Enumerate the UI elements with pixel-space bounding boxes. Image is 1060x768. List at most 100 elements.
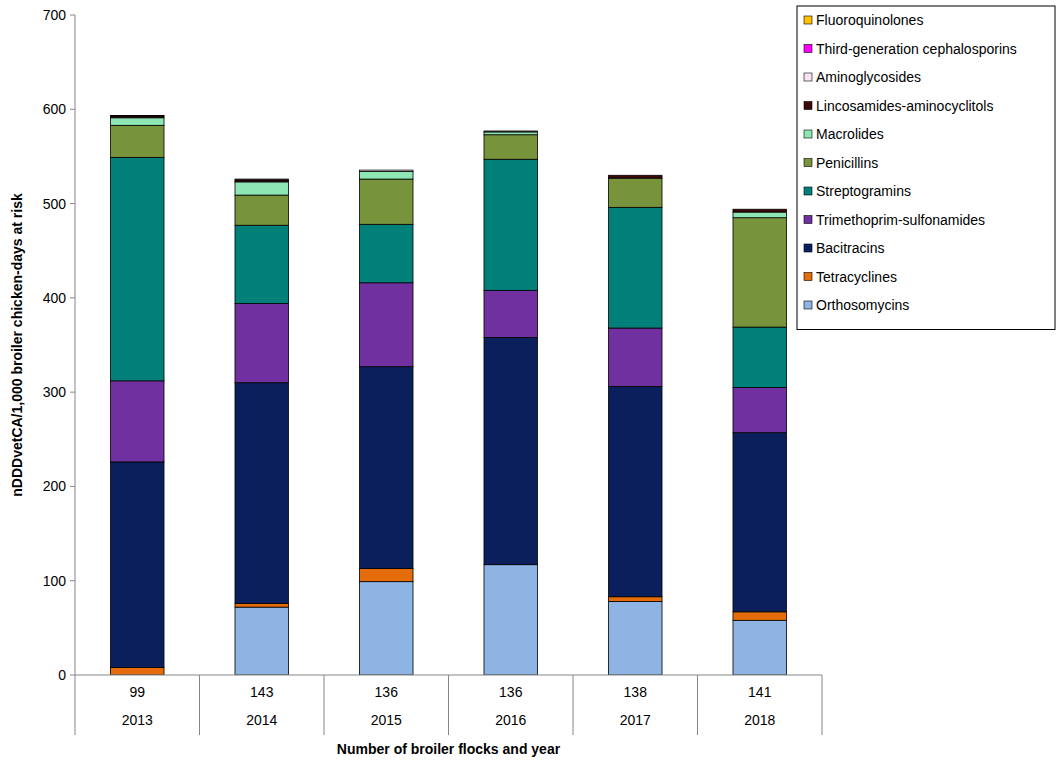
bar-segment xyxy=(733,620,787,675)
bar-segment xyxy=(359,582,413,675)
bar-segment xyxy=(110,115,164,116)
bar-segment xyxy=(733,209,787,212)
bar-segment xyxy=(110,667,164,675)
bar-segment xyxy=(733,387,787,432)
bar-segment xyxy=(235,304,289,383)
bar-segment xyxy=(484,337,538,564)
flock-count: 136 xyxy=(499,684,523,700)
y-tick xyxy=(70,580,75,581)
bar-segment xyxy=(608,175,662,178)
bar-segment xyxy=(110,157,164,380)
bar-segment xyxy=(235,179,289,181)
bar-segment xyxy=(484,130,538,131)
bar-segment xyxy=(359,170,413,171)
y-tick-label: 300 xyxy=(43,384,67,400)
bar-segment xyxy=(484,130,538,132)
bar-segment xyxy=(608,175,662,176)
category-divider xyxy=(448,675,449,735)
category-divider xyxy=(697,675,698,735)
bar-segment xyxy=(608,207,662,328)
bar-segment xyxy=(733,327,787,387)
category-divider xyxy=(199,675,200,735)
bar-segment xyxy=(235,179,289,180)
flock-count: 99 xyxy=(129,684,145,700)
legend-swatch xyxy=(804,16,812,24)
bar-segment xyxy=(733,612,787,620)
category-divider xyxy=(822,675,823,735)
x-axis-title: Number of broiler flocks and year xyxy=(337,741,561,757)
x-tick-label: 2014 xyxy=(246,712,277,728)
legend-swatch xyxy=(804,216,812,224)
x-tick-label: 2015 xyxy=(371,712,402,728)
bar-segment xyxy=(733,209,787,210)
bar-segment xyxy=(484,131,538,132)
chart: 0100200300400500600700992013143201413620… xyxy=(0,0,1060,768)
x-tick-label: 2017 xyxy=(620,712,651,728)
y-tick xyxy=(70,675,75,676)
bar-segment xyxy=(484,565,538,675)
legend-box xyxy=(797,6,1055,330)
legend-label: Aminoglycosides xyxy=(816,69,921,85)
y-tick-label: 600 xyxy=(43,101,67,117)
bar-segment xyxy=(484,130,538,131)
category-divider xyxy=(75,675,76,735)
legend-label: Streptogramins xyxy=(816,183,911,199)
y-tick xyxy=(70,203,75,204)
legend-label: Orthosomycins xyxy=(816,297,909,313)
flock-count: 141 xyxy=(748,684,772,700)
bar-segment xyxy=(359,171,413,172)
flock-count: 136 xyxy=(375,684,399,700)
y-tick-label: 400 xyxy=(43,290,67,306)
bar-segment xyxy=(484,290,538,337)
bar-segment xyxy=(733,218,787,327)
x-tick-label: 2016 xyxy=(495,712,526,728)
bar-segment xyxy=(235,182,289,195)
legend-label: Tetracyclines xyxy=(816,269,897,285)
flock-count: 138 xyxy=(624,684,648,700)
y-tick xyxy=(70,15,75,16)
bar-segment xyxy=(484,132,538,135)
legend-label: Trimethoprim-sulfonamides xyxy=(816,212,985,228)
legend-swatch xyxy=(804,159,812,167)
legend-label: Lincosamides-aminocyclitols xyxy=(816,98,993,114)
bar-segment xyxy=(733,433,787,612)
legend-label: Penicillins xyxy=(816,155,878,171)
bar-segment xyxy=(110,115,164,116)
bar-segment xyxy=(608,597,662,602)
y-tick-label: 100 xyxy=(43,573,67,589)
bar-segment xyxy=(110,116,164,118)
bar-segment xyxy=(235,607,289,675)
bar-segment xyxy=(359,179,413,224)
bar-segment xyxy=(484,159,538,290)
bar-segment xyxy=(608,328,662,386)
bar-segment xyxy=(235,603,289,607)
bar-segment xyxy=(359,224,413,282)
bar-segment xyxy=(235,179,289,180)
bar-segment xyxy=(359,170,413,171)
y-tick-label: 500 xyxy=(43,196,67,212)
y-tick-label: 200 xyxy=(43,478,67,494)
legend-label: Fluoroquinolones xyxy=(816,12,923,28)
bar-segment xyxy=(608,386,662,596)
bar-segment xyxy=(608,175,662,176)
y-tick xyxy=(70,392,75,393)
legend-label: Bacitracins xyxy=(816,240,884,256)
category-divider xyxy=(573,675,574,735)
bar-segment xyxy=(359,367,413,569)
category-divider xyxy=(324,675,325,735)
bar-segment xyxy=(359,283,413,367)
legend-swatch xyxy=(804,102,812,110)
legend-label: Third-generation cephalosporins xyxy=(816,41,1017,57)
legend-swatch xyxy=(804,45,812,53)
y-tick xyxy=(70,109,75,110)
bar-segment xyxy=(110,118,164,126)
legend-swatch xyxy=(804,130,812,138)
bar-segment xyxy=(608,175,662,176)
y-axis xyxy=(75,15,76,675)
bar-segment xyxy=(484,135,538,160)
y-tick-label: 700 xyxy=(43,7,67,23)
bar-segment xyxy=(359,170,413,171)
legend-swatch xyxy=(804,187,812,195)
bar-segment xyxy=(608,178,662,207)
flock-count: 143 xyxy=(250,684,274,700)
